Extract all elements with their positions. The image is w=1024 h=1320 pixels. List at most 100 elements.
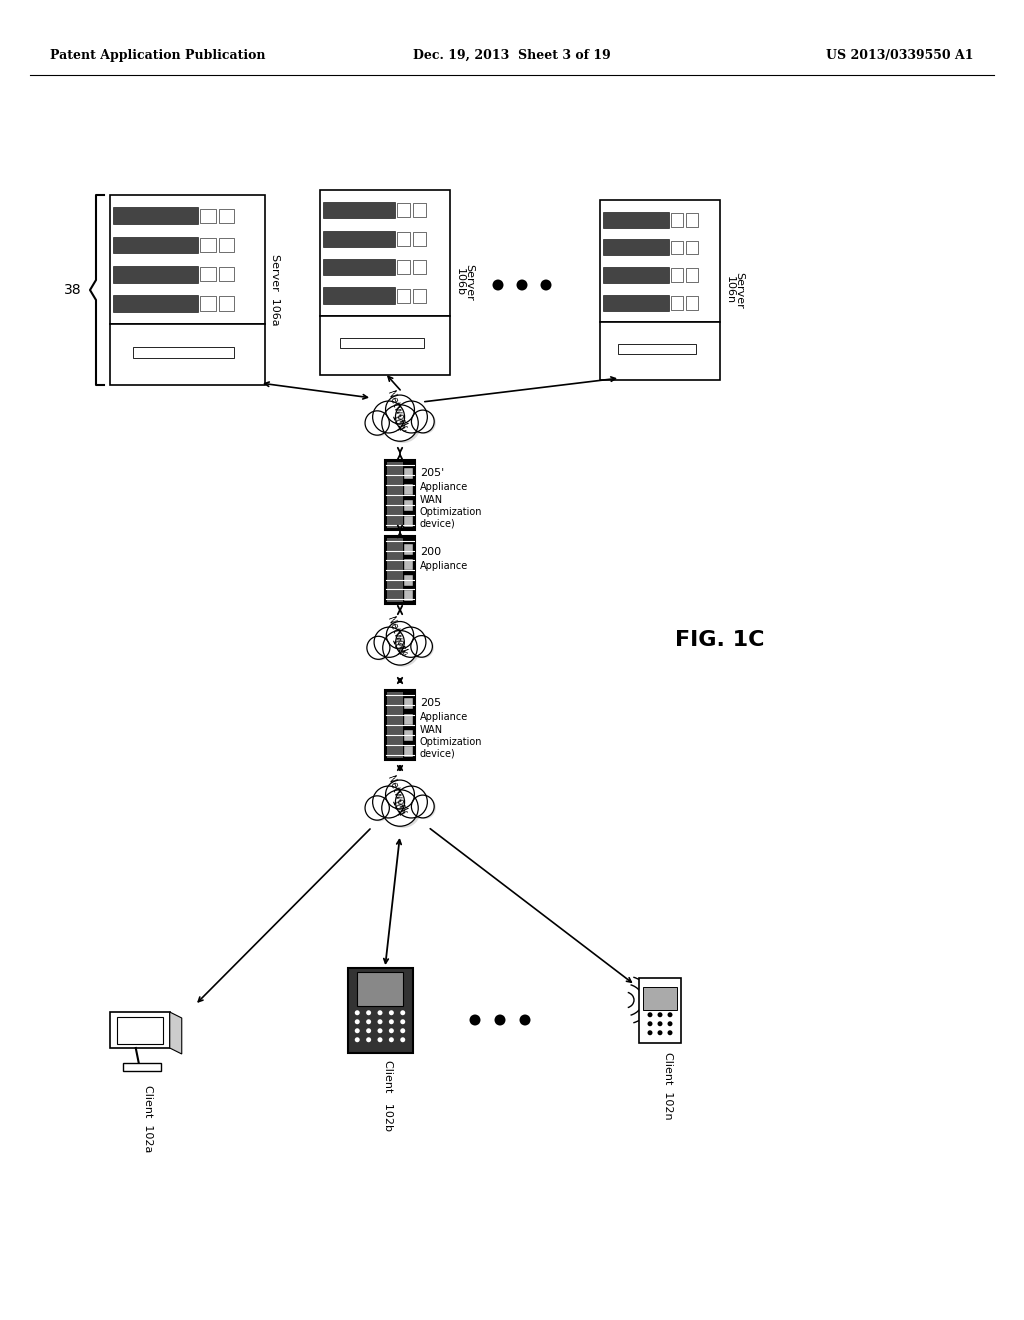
Bar: [385, 459, 415, 531]
Text: 106n: 106n: [725, 276, 735, 304]
Polygon shape: [170, 1012, 181, 1053]
Text: Appliance: Appliance: [420, 482, 468, 492]
Bar: [403, 484, 413, 495]
Circle shape: [493, 280, 504, 290]
Bar: [603, 239, 669, 255]
Circle shape: [395, 401, 427, 433]
Bar: [671, 296, 683, 309]
Bar: [323, 202, 394, 218]
Text: 200: 200: [420, 546, 441, 557]
Circle shape: [386, 395, 415, 424]
Bar: [357, 972, 402, 1006]
Circle shape: [657, 1030, 663, 1035]
Circle shape: [668, 1030, 673, 1035]
Circle shape: [411, 636, 432, 657]
Bar: [396, 203, 410, 218]
Bar: [201, 267, 216, 281]
Text: device): device): [420, 748, 456, 759]
Text: Optimization: Optimization: [420, 507, 482, 517]
Bar: [113, 265, 199, 282]
Circle shape: [374, 627, 404, 657]
Bar: [413, 260, 426, 275]
Circle shape: [382, 789, 418, 826]
Bar: [603, 267, 669, 282]
Bar: [219, 238, 234, 252]
Circle shape: [375, 788, 407, 820]
Circle shape: [398, 403, 430, 434]
Circle shape: [668, 1022, 673, 1026]
Circle shape: [386, 780, 415, 809]
Circle shape: [388, 623, 416, 651]
Circle shape: [389, 1019, 394, 1024]
Bar: [201, 297, 216, 310]
Bar: [600, 201, 720, 322]
Circle shape: [657, 1012, 663, 1018]
Circle shape: [400, 1028, 406, 1034]
Circle shape: [367, 1019, 371, 1024]
Circle shape: [354, 1010, 359, 1015]
Bar: [671, 213, 683, 227]
Bar: [403, 714, 413, 725]
Text: Server  106a: Server 106a: [270, 255, 280, 326]
Bar: [639, 978, 681, 1043]
Circle shape: [495, 1015, 506, 1026]
Circle shape: [389, 1038, 394, 1043]
Circle shape: [373, 785, 404, 818]
Text: 104: 104: [389, 799, 404, 820]
Circle shape: [657, 1022, 663, 1026]
Bar: [113, 207, 199, 224]
Circle shape: [385, 632, 420, 667]
Circle shape: [383, 631, 418, 665]
Circle shape: [367, 636, 390, 659]
Bar: [319, 315, 450, 375]
Text: Appliance: Appliance: [420, 711, 468, 722]
Bar: [600, 322, 720, 380]
Circle shape: [367, 412, 391, 437]
Bar: [413, 289, 426, 302]
Text: WAN: WAN: [420, 725, 443, 735]
Circle shape: [400, 1010, 406, 1015]
Bar: [671, 268, 683, 282]
Circle shape: [395, 627, 426, 657]
Circle shape: [354, 1019, 359, 1024]
Bar: [671, 240, 683, 255]
Circle shape: [395, 785, 427, 818]
Bar: [403, 467, 413, 479]
Bar: [618, 343, 696, 354]
Text: Server: Server: [464, 264, 474, 301]
Bar: [387, 539, 402, 602]
Circle shape: [413, 796, 436, 818]
Bar: [686, 268, 698, 282]
Text: Client  102a: Client 102a: [143, 1085, 153, 1152]
Circle shape: [388, 396, 417, 425]
Circle shape: [395, 401, 427, 433]
Circle shape: [354, 1038, 359, 1043]
Bar: [123, 1063, 161, 1071]
Circle shape: [411, 636, 432, 657]
Bar: [403, 560, 413, 570]
Bar: [219, 209, 234, 223]
Circle shape: [519, 1015, 530, 1026]
Bar: [347, 968, 413, 1052]
Bar: [201, 238, 216, 252]
Bar: [133, 347, 234, 358]
Circle shape: [469, 1015, 480, 1026]
Bar: [686, 240, 698, 255]
Bar: [403, 698, 413, 709]
Circle shape: [400, 1019, 406, 1024]
Circle shape: [386, 780, 415, 809]
Circle shape: [386, 395, 415, 424]
Circle shape: [354, 1028, 359, 1034]
Circle shape: [367, 1028, 371, 1034]
Bar: [403, 544, 413, 554]
Text: FIG. 1C: FIG. 1C: [675, 630, 765, 649]
Text: Dec. 19, 2013  Sheet 3 of 19: Dec. 19, 2013 Sheet 3 of 19: [413, 49, 611, 62]
Circle shape: [516, 280, 527, 290]
Bar: [396, 289, 410, 302]
Circle shape: [365, 796, 389, 820]
Bar: [219, 297, 234, 310]
Circle shape: [369, 638, 391, 660]
Bar: [387, 692, 402, 758]
Circle shape: [378, 1028, 383, 1034]
Bar: [340, 338, 424, 348]
